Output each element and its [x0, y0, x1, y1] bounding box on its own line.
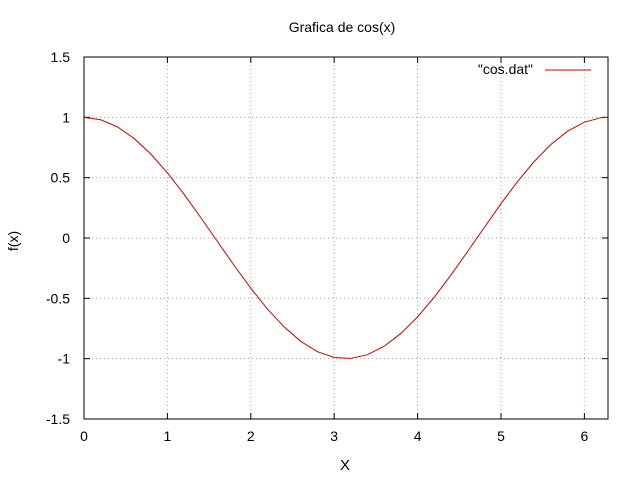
chart-title: Grafica de cos(x)	[289, 19, 396, 35]
x-tick-label: 3	[330, 428, 338, 444]
series-layer	[83, 116, 609, 359]
x-tick-label: 2	[247, 428, 255, 444]
y-tick-label: -1.5	[46, 411, 70, 427]
legend: "cos.dat"	[478, 61, 591, 77]
legend-label: "cos.dat"	[478, 61, 533, 77]
y-tick-label: -1	[58, 351, 71, 367]
x-tick-label: 1	[163, 428, 171, 444]
y-tick-label: 1.5	[51, 49, 71, 65]
plot-frame	[83, 56, 609, 420]
x-tick-label: 0	[80, 428, 88, 444]
x-tick-label: 5	[497, 428, 505, 444]
y-tick-label: -0.5	[46, 290, 70, 306]
y-tick-label: 1	[62, 109, 70, 125]
series-line	[83, 116, 609, 359]
axis-ticks: 0 1 2 3 4 5 6 -1.5 -1 -0.5 0 0.5 1 1.5	[46, 49, 608, 444]
x-tick-label: 4	[414, 428, 422, 444]
y-tick-label: 0.5	[51, 170, 71, 186]
x-axis-label: X	[340, 457, 350, 474]
y-axis-label: f(x)	[5, 231, 21, 251]
x-tick-label: 6	[580, 428, 588, 444]
grid-lines	[84, 57, 608, 419]
y-tick-label: 0	[62, 230, 70, 246]
